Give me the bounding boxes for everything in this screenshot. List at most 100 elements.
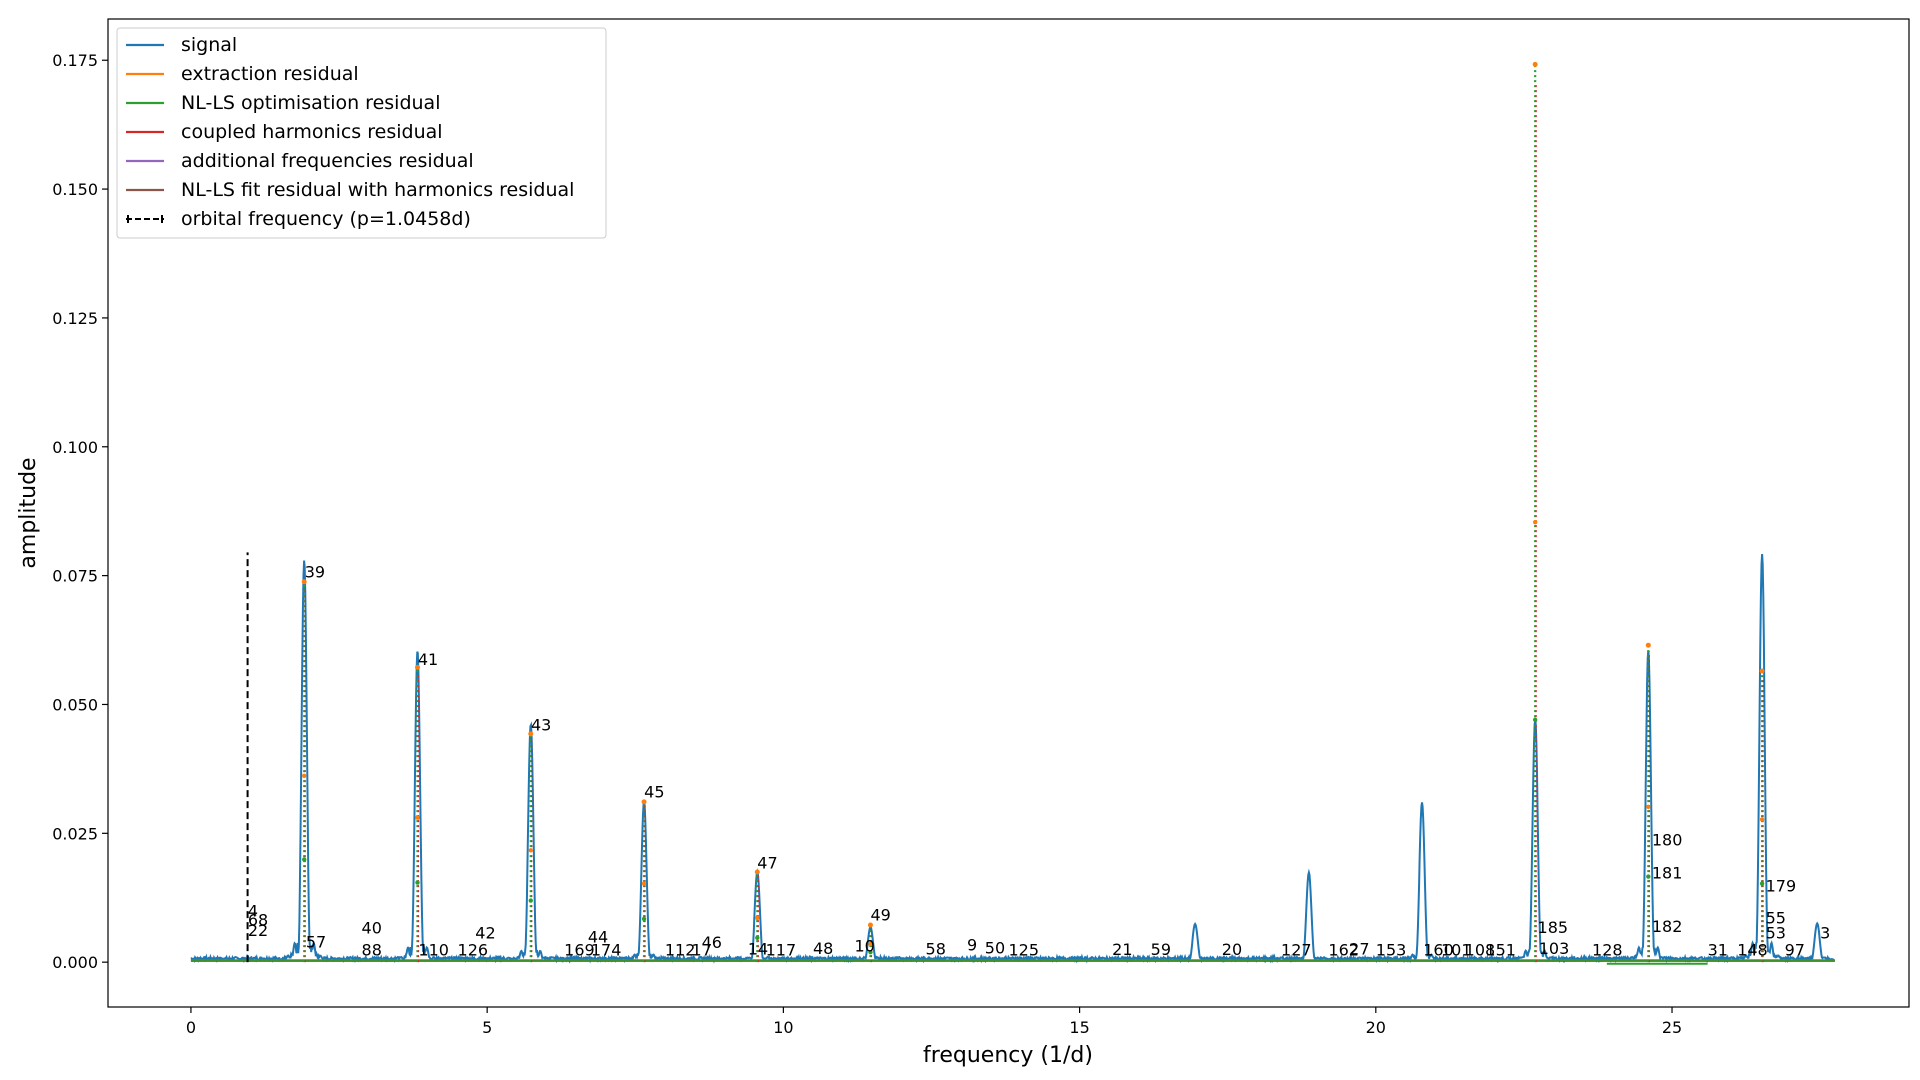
peak-label: 148 [1737, 941, 1768, 960]
extraction-marker [528, 731, 534, 737]
peak-label: 101 [1441, 941, 1472, 960]
peak-label: 47 [757, 853, 777, 872]
legend-label: coupled harmonics residual [181, 121, 443, 143]
peak-label: 17 [692, 941, 712, 960]
peak-label: 174 [591, 941, 622, 960]
peak-label: 103 [1539, 939, 1570, 958]
peak-label: 3 [1820, 924, 1830, 943]
legend-label: extraction residual [181, 63, 359, 85]
y-axis: 0.000 0.025 0.050 0.075 0.100 0.125 0.150 0.175 [52, 51, 108, 972]
extraction-marker [1532, 61, 1538, 67]
peak-label: 48 [813, 939, 833, 958]
extraction-marker [528, 848, 533, 853]
x-tick-label: 10 [773, 1018, 793, 1037]
x-tick-label: 5 [482, 1018, 492, 1037]
extraction-marker [641, 881, 647, 886]
legend-label: orbital frequency (p=1.0458d) [181, 208, 471, 230]
extraction-marker [867, 922, 873, 928]
nlls-marker [1646, 874, 1651, 879]
peak-label: 40 [362, 918, 382, 937]
legend-label: NL-LS optimisation residual [181, 92, 440, 114]
extraction-marker [755, 915, 760, 921]
x-tick-label: 0 [186, 1018, 196, 1037]
peak-label: 126 [458, 941, 489, 960]
peak-label: 110 [418, 941, 449, 960]
extraction-marker [754, 869, 760, 875]
peak-label: 55 [1766, 909, 1786, 928]
peak-label: 53 [1766, 924, 1786, 943]
x-tick-label: 15 [1069, 1018, 1089, 1037]
extraction-marker [302, 773, 307, 778]
peak-label: 97 [1785, 941, 1805, 960]
nlls-marker [1532, 717, 1538, 722]
extraction-marker [301, 579, 307, 585]
peak-label: 46 [702, 933, 722, 952]
nlls-marker [415, 880, 420, 885]
y-tick-label: 0.175 [52, 51, 98, 70]
peak-label: 45 [644, 782, 664, 801]
x-tick-label: 25 [1662, 1018, 1682, 1037]
peak-label: 128 [1592, 941, 1623, 960]
peak-label: 162 [1328, 941, 1359, 960]
nlls-marker [868, 949, 873, 955]
nlls-marker [641, 916, 647, 922]
peak-label: 125 [1009, 941, 1040, 960]
extraction-marker [1645, 642, 1651, 648]
peak-label: 59 [1151, 940, 1171, 959]
peak-label: 31 [1708, 941, 1728, 960]
peak-label: 4 [248, 901, 258, 920]
peak-label: 42 [475, 924, 495, 943]
peak-label: 181 [1652, 864, 1683, 883]
extraction-marker [641, 799, 647, 805]
x-axis-title: frequency (1/d) [923, 1043, 1093, 1068]
extraction-marker [1759, 817, 1765, 822]
peak-label: 117 [766, 941, 797, 960]
x-tick-label: 20 [1366, 1018, 1386, 1037]
peak-label: 169 [564, 941, 595, 960]
y-tick-label: 0.075 [52, 567, 98, 586]
nlls-marker [528, 898, 533, 903]
y-tick-label: 0.150 [52, 180, 98, 199]
legend-label: signal [181, 34, 237, 56]
peak-label: 44 [588, 928, 608, 947]
x-axis: 0 5 10 15 20 25 [186, 1007, 1682, 1037]
peak-label: 43 [531, 715, 551, 734]
nlls-marker [1759, 881, 1765, 886]
peak-label: 57 [306, 932, 326, 951]
nlls-marker [755, 935, 760, 941]
peak-label: 22 [248, 921, 268, 940]
signal-series [190, 553, 1835, 965]
peak-label: 88 [362, 941, 382, 960]
peak-label: 160 [1423, 941, 1454, 960]
y-axis-title: amplitude [16, 457, 41, 568]
y-tick-label: 0.000 [52, 953, 98, 972]
peak-label: 41 [418, 650, 438, 669]
peak-label: 27 [1349, 939, 1369, 958]
peak-label: 21 [1112, 940, 1132, 959]
extraction-marker [415, 815, 420, 820]
extraction-marker [414, 664, 420, 670]
extraction-marker [1759, 668, 1765, 674]
peak-label: 151 [1485, 941, 1516, 960]
peak-label: 112 [665, 941, 696, 960]
peak-label: 58 [926, 939, 946, 958]
y-tick-label: 0.100 [52, 438, 98, 457]
peak-label: 14 [748, 939, 768, 958]
peak-label: 39 [305, 563, 325, 582]
peak-label: 108 [1465, 941, 1496, 960]
peak-label: 49 [870, 905, 890, 924]
nlls-marker [302, 857, 307, 862]
peak-label: 179 [1766, 877, 1797, 896]
legend-label: additional frequencies residual [181, 150, 474, 172]
peak-label: 182 [1652, 917, 1683, 936]
peak-label: 10 [854, 936, 874, 955]
peak-label: 153 [1376, 941, 1407, 960]
legend: signal extraction residual NL-LS optimisat… [116, 27, 607, 239]
signal-line [190, 553, 1835, 964]
extraction-marker [1646, 804, 1651, 810]
extraction-marker [868, 941, 873, 947]
legend-label: NL-LS fit residual with harmonics residu… [181, 179, 574, 201]
peak-label: 180 [1652, 831, 1683, 850]
peak-label: 20 [1222, 940, 1242, 959]
